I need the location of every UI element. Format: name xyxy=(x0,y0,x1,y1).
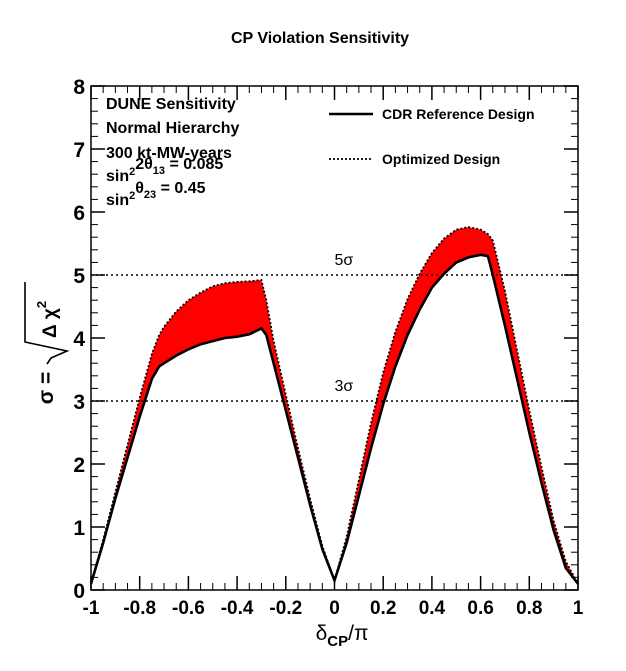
x-tick-label: -1 xyxy=(83,598,100,619)
info-line-part: 2 xyxy=(129,190,135,202)
reference-line-label-3sigma: 3σ xyxy=(335,378,354,395)
x-tick-label: 0.4 xyxy=(419,598,446,619)
sensitivity-band xyxy=(91,227,578,584)
y-tick-label: 4 xyxy=(73,328,85,351)
y-tick-label: 6 xyxy=(73,202,85,225)
x-axis-ticks: -1 -0.8 -0.6 -0.4 -0.2 0 0.2 0.4 0.6 0.8 1 xyxy=(83,86,584,619)
x-tick-label: 0.8 xyxy=(516,598,542,619)
y-tick-label: 8 xyxy=(73,76,85,99)
info-line: DUNE Sensitivity xyxy=(106,96,236,113)
series-line-optimized xyxy=(90,226,579,585)
y-axis-label-radicand: Δ χ2 xyxy=(34,301,61,338)
info-line-part: θ xyxy=(135,180,144,197)
x-tick-label: 0.2 xyxy=(370,598,396,619)
info-line: sin2θ23 = 0.45 xyxy=(106,180,206,209)
chart-title: CP Violation Sensitivity xyxy=(231,30,409,47)
info-line: Normal Hierarchy xyxy=(106,120,239,137)
info-line-part: 2 xyxy=(129,166,135,178)
y-tick-label: 7 xyxy=(73,139,85,162)
legend-label: CDR Reference Design xyxy=(382,106,535,122)
y-axis-label: σ = Δ χ2 xyxy=(24,282,70,404)
info-line-part: 13 xyxy=(153,165,165,177)
y-tick-label: 3 xyxy=(73,391,85,414)
y-axis-label-radicand-base: Δ χ xyxy=(40,308,61,338)
legend: CDR Reference Design Optimized Design xyxy=(329,106,535,167)
x-axis-label-main: δ xyxy=(316,622,328,645)
x-tick-label: -0.4 xyxy=(221,598,254,619)
info-line: 300 kt-MW-years xyxy=(106,145,232,162)
y-axis-label-main: σ = xyxy=(35,372,58,404)
info-line-part: 2θ xyxy=(135,156,153,173)
info-line-part: sin xyxy=(106,168,129,185)
y-axis-label-radicand-sup: 2 xyxy=(34,301,49,308)
x-axis-label-sub: CP xyxy=(327,633,348,650)
x-tick-label: 0 xyxy=(329,598,340,619)
legend-label: Optimized Design xyxy=(382,151,500,167)
band-fill xyxy=(91,227,578,584)
info-text-block: DUNE Sensitivity Normal Hierarchy 300 kt-M… xyxy=(106,96,239,209)
y-tick-label: 2 xyxy=(73,454,85,477)
reference-line-label-5sigma: 5σ xyxy=(335,252,354,269)
x-tick-label: -0.6 xyxy=(172,598,205,619)
x-tick-label: -0.2 xyxy=(269,598,302,619)
x-axis-label: δCP/π xyxy=(316,622,369,650)
y-tick-label: 5 xyxy=(73,265,85,288)
series-curves xyxy=(89,226,580,585)
info-line-part: sin xyxy=(106,192,129,209)
reference-lines: 5σ 3σ xyxy=(91,252,578,402)
x-axis-label-tail: /π xyxy=(348,622,368,645)
info-line-part: = 0.45 xyxy=(156,180,205,197)
x-tick-label: 1 xyxy=(573,598,584,619)
info-line-part: 23 xyxy=(144,189,156,201)
info-line-part: = 0.085 xyxy=(165,156,223,173)
x-tick-label: 0.6 xyxy=(467,598,493,619)
radical-sign xyxy=(24,282,70,365)
info-line: sin22θ13 = 0.085 xyxy=(106,156,223,185)
x-tick-label: -0.8 xyxy=(123,598,156,619)
y-tick-label: 1 xyxy=(73,517,85,540)
y-tick-label: 0 xyxy=(73,580,85,603)
